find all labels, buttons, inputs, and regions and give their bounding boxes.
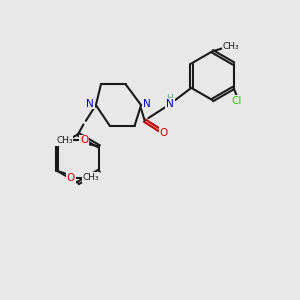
Text: N: N: [142, 99, 150, 109]
Text: CH₃: CH₃: [223, 42, 239, 51]
Text: O: O: [80, 136, 88, 146]
Text: CH₃: CH₃: [82, 173, 99, 182]
Text: O: O: [160, 128, 168, 138]
Text: N: N: [166, 99, 174, 109]
Text: CH₃: CH₃: [56, 136, 73, 145]
Text: N: N: [86, 99, 94, 109]
Text: Cl: Cl: [231, 96, 242, 106]
Text: H: H: [167, 94, 173, 103]
Text: O: O: [67, 172, 75, 183]
